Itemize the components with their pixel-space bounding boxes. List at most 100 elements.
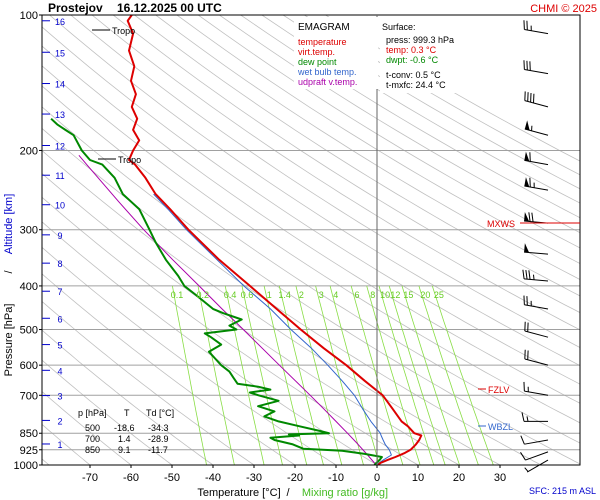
dry-adiabat (240, 15, 580, 219)
wind-barb-full (522, 269, 525, 279)
table-row-700-p: 700 (85, 434, 100, 444)
y-axis-title-sep: / (3, 270, 15, 274)
surface-info: Surface: press: 999.3 hPa temp: 0.3 °C d… (380, 17, 472, 93)
wind-barb-staff (525, 451, 549, 461)
fzlv-label: FZLV (488, 385, 509, 395)
surface-tmxfc: t-mxfc: 24.4 °C (386, 80, 446, 90)
wind-barb (524, 91, 549, 108)
surface-press: press: 999.3 hPa (386, 35, 454, 45)
wind-barb-half (532, 274, 535, 280)
pressure-tick-label: 300 (20, 225, 38, 237)
mixing-ratio-tick-label: 2 (299, 290, 304, 300)
mixing-ratio-tick-label: 1.4 (278, 290, 291, 300)
mixing-ratio-line (388, 285, 446, 465)
temperature-tick-label: 0 (374, 472, 380, 484)
table-header-td: Td [°C] (146, 408, 174, 418)
surface-title: Surface: (382, 22, 416, 32)
datetime-title: 16.12.2025 00 UTC (117, 1, 222, 15)
mixing-ratio-tick-label: 0.2 (196, 290, 209, 300)
altitude-tick-label: 16 (55, 17, 65, 27)
surface-tconv: t-conv: 0.5 °C (386, 70, 441, 80)
wind-barb-half (524, 467, 529, 472)
mixing-ratio-line (263, 285, 308, 465)
wind-barb-staff (524, 100, 549, 108)
mixing-ratio-tick-label: 6 (354, 290, 359, 300)
mixing-ratio-tick-label: 1 (267, 290, 272, 300)
mxws-label: MXWS (487, 219, 515, 229)
wind-barb-pennant (524, 177, 530, 187)
mixing-ratio-tick-label: 20 (420, 290, 430, 300)
wind-barb (523, 60, 549, 75)
pressure-tick-label: 200 (20, 145, 38, 157)
dry-adiabat (70, 15, 580, 348)
wind-barb (524, 151, 549, 166)
wind-barb-staff (524, 28, 549, 35)
wind-barb (524, 177, 549, 191)
temperature-tick-label: 10 (412, 472, 424, 484)
wind-barb-full (520, 452, 526, 461)
altitude-tick-label: 10 (55, 201, 65, 211)
mixing-ratio-line (431, 285, 494, 465)
dry-adiabat (176, 15, 580, 264)
wind-barb-full (521, 412, 525, 422)
altitude-tick-label: 15 (55, 48, 65, 58)
pressure-tick-label: 500 (20, 325, 38, 337)
wind-barb-staff (524, 358, 549, 366)
table-row-850-td: -11.7 (148, 445, 168, 455)
tropo-label-upper: Tropo (112, 26, 135, 36)
table-row-850-t: 9.1 (118, 445, 131, 455)
wind-barb-pennant (524, 151, 530, 162)
dry-adiabat (134, 15, 580, 297)
wind-barb (520, 451, 549, 461)
wind-barb-staff (524, 159, 549, 166)
legend-dew-point: dew point (298, 57, 337, 67)
pressure-tick-label: 700 (20, 390, 38, 402)
mixing-ratio-line (329, 285, 380, 465)
pressure-tick-label: 600 (20, 360, 38, 372)
mixing-ratio-line (172, 285, 207, 465)
temperature-tick-label: -50 (164, 472, 180, 484)
wind-barb (523, 20, 549, 35)
wind-barb (522, 269, 549, 282)
wind-barb-full (528, 270, 531, 280)
wetbulb-line (153, 193, 392, 465)
dry-adiabat (91, 15, 580, 331)
profiles-layer (50, 15, 423, 465)
wind-barb (524, 349, 549, 366)
altitude-tick-label: 6 (57, 314, 62, 324)
y-axis-title-pressure: Pressure [hPa] (3, 304, 15, 377)
altitude-tick-label: 11 (55, 171, 64, 181)
wind-barb (520, 435, 549, 445)
mixing-ratio-tick-label: 4 (333, 290, 338, 300)
temperature-tick-label: -60 (123, 472, 139, 484)
dry-adiabat (49, 15, 580, 367)
mixing-ratio-line (278, 285, 324, 465)
table-row-500-p: 500 (85, 423, 100, 433)
dry-adiabat (42, 45, 580, 404)
altitude-tick-label: 4 (57, 366, 62, 376)
legend-temperature: temperature (298, 37, 347, 47)
mixing-ratio-tick-label: 10 (380, 290, 390, 300)
table-row-500-t: -18.6 (114, 423, 135, 433)
altitude-tick-label: 5 (57, 341, 62, 351)
mixing-ratio-line (197, 285, 235, 465)
mixing-ratio-line (366, 285, 421, 465)
grid-layer (42, 15, 580, 465)
y-axis-title-altitude: Altitude [km] (3, 194, 15, 255)
legend-wet-bulb: wet bulb temp. (297, 67, 357, 77)
dewpoint-line (50, 117, 383, 465)
altitude-tick-label: 14 (55, 80, 65, 90)
mixing-ratio-tick-label: 0.6 (241, 290, 254, 300)
mixing-ratio-tick-label: 12 (390, 290, 400, 300)
credit-text: CHMI © 2025 (530, 3, 597, 15)
pressure-tick-label: 1000 (14, 460, 38, 472)
legend-title: EMAGRAM (298, 22, 350, 33)
wind-barb-staff (524, 185, 549, 191)
dry-adiabat (197, 15, 580, 249)
surface-dwpt: dwpt: -0.6 °C (386, 55, 439, 65)
temperature-tick-label: 30 (494, 472, 506, 484)
temperature-tick-label: -20 (287, 472, 303, 484)
mixing-ratio-line (295, 285, 343, 465)
altitude-tick-label: 8 (57, 259, 62, 269)
